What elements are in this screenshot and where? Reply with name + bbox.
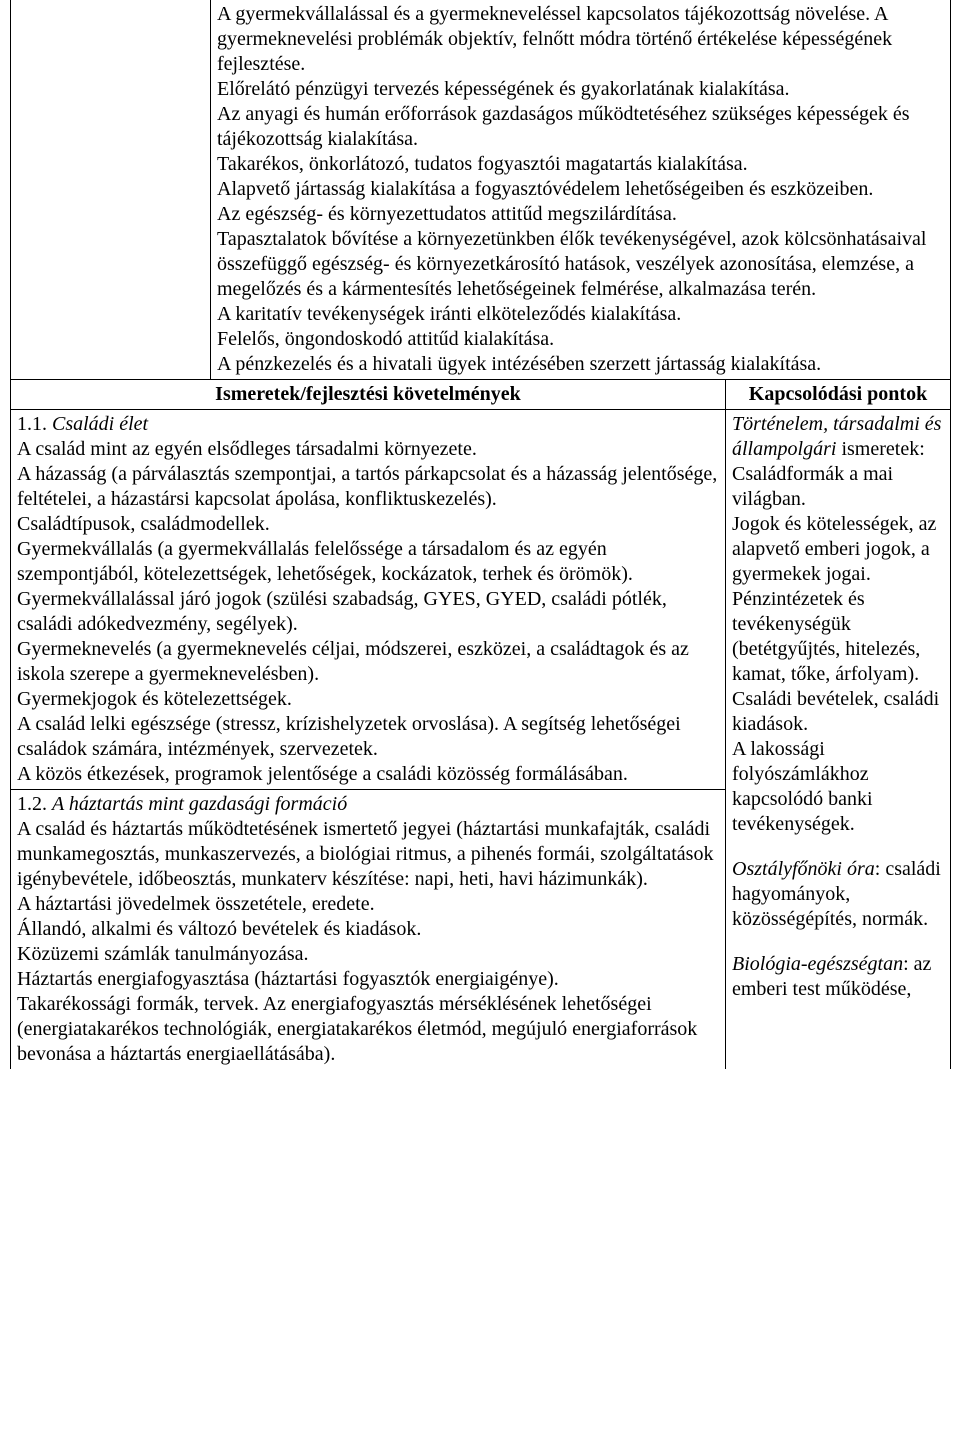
conn-block1-line-4: A lakossági folyószámlákhoz kapcsolódó b… xyxy=(732,737,944,837)
conn-block3-title: Biológia-egészségtan xyxy=(732,953,903,975)
section-12-line-3: Közüzemi számlák tanulmányozása. xyxy=(17,942,719,967)
section-12-line-0: A család és háztartás működtetésének ism… xyxy=(17,817,719,892)
conn-block1: Történelem, társadalmi és állampolgári i… xyxy=(732,412,944,462)
section-11-title: Családi élet xyxy=(52,413,148,435)
header-row: Ismeretek/fejlesztési követelmények Kapc… xyxy=(11,380,951,410)
intro-para-7: A karitatív tevékenységek iránti elkötel… xyxy=(217,302,944,327)
header-right: Kapcsolódási pontok xyxy=(726,380,951,410)
intro-para-2: Az anyagi és humán erőforrások gazdaságo… xyxy=(217,102,944,152)
section-12-heading: 1.2. A háztartás mint gazdasági formáció xyxy=(17,792,719,817)
section-11-line-1: A házasság (a párválasztás szempontjai, … xyxy=(17,462,719,512)
section-12-cell: 1.2. A háztartás mint gazdasági formáció… xyxy=(11,790,726,1070)
section-11-line-7: A család lelki egészsége (stressz, krízi… xyxy=(17,712,719,762)
section-12-line-4: Háztartás energiafogyasztása (háztartási… xyxy=(17,967,719,992)
intro-right-cell: A gyermekvállalással és a gyermeknevelés… xyxy=(211,0,951,380)
intro-para-1: Előrelátó pénzügyi tervezés képességének… xyxy=(217,77,944,102)
intro-para-4: Alapvető jártasság kialakítása a fogyasz… xyxy=(217,177,944,202)
section-11-row: 1.1. Családi élet A család mint az egyén… xyxy=(11,410,951,790)
conn-block3: Biológia-egészségtan: az emberi test műk… xyxy=(732,952,944,1002)
connections-cell: Történelem, társadalmi és állampolgári i… xyxy=(726,410,951,1070)
section-11-heading: 1.1. Családi élet xyxy=(17,412,719,437)
section-12-line-2: Állandó, alkalmi és változó bevételek és… xyxy=(17,917,719,942)
section-11-line-8: A közös étkezések, programok jelentősége… xyxy=(17,762,719,787)
section-11-num: 1.1. xyxy=(17,413,52,435)
conn-block2-title: Osztályfőnöki óra xyxy=(732,858,875,880)
section-12-line-5: Takarékossági formák, tervek. Az energia… xyxy=(17,992,719,1067)
conn-block1-line-0: Családformák a mai világban. xyxy=(732,462,944,512)
header-left: Ismeretek/fejlesztési követelmények xyxy=(11,380,726,410)
section-12-line-1: A háztartási jövedelmek összetétele, ere… xyxy=(17,892,719,917)
section-12-title: A háztartás mint gazdasági formáció xyxy=(52,793,347,815)
conn-spacer-1 xyxy=(732,837,944,857)
intro-para-5: Az egészség- és környezettudatos attitűd… xyxy=(217,202,944,227)
intro-left-cell xyxy=(11,0,211,380)
section-11-line-3: Gyermekvállalás (a gyermekvállalás felel… xyxy=(17,537,719,587)
intro-row: A gyermekvállalással és a gyermeknevelés… xyxy=(11,0,951,380)
section-11-line-2: Családtípusok, családmodellek. xyxy=(17,512,719,537)
section-12-num: 1.2. xyxy=(17,793,52,815)
section-11-line-5: Gyermeknevelés (a gyermeknevelés céljai,… xyxy=(17,637,719,687)
section-11-line-6: Gyermekjogok és kötelezettségek. xyxy=(17,687,719,712)
section-11-line-0: A család mint az egyén elsődleges társad… xyxy=(17,437,719,462)
intro-para-0: A gyermekvállalással és a gyermeknevelés… xyxy=(217,2,944,77)
intro-para-9: A pénzkezelés és a hivatali ügyek intézé… xyxy=(217,352,944,377)
conn-block2: Osztályfőnöki óra: családi hagyományok, … xyxy=(732,857,944,932)
intro-para-8: Felelős, öngondoskodó attitűd kialakítás… xyxy=(217,327,944,352)
conn-block1-line-1: Jogok és kötelességek, az alapvető ember… xyxy=(732,512,944,587)
conn-block1-line-2: Pénzintézetek és tevékenységük (betétgyű… xyxy=(732,587,944,687)
intro-para-3: Takarékos, önkorlátozó, tudatos fogyaszt… xyxy=(217,152,944,177)
section-11-line-4: Gyermekvállalással járó jogok (szülési s… xyxy=(17,587,719,637)
conn-block1-line-3: Családi bevételek, családi kiadások. xyxy=(732,687,944,737)
conn-spacer-2 xyxy=(732,932,944,952)
curriculum-table: A gyermekvállalással és a gyermeknevelés… xyxy=(10,0,951,1069)
section-11-cell: 1.1. Családi élet A család mint az egyén… xyxy=(11,410,726,790)
conn-block1-rest: ismeretek: xyxy=(836,438,924,460)
intro-para-6: Tapasztalatok bővítése a környezetünkben… xyxy=(217,227,944,302)
